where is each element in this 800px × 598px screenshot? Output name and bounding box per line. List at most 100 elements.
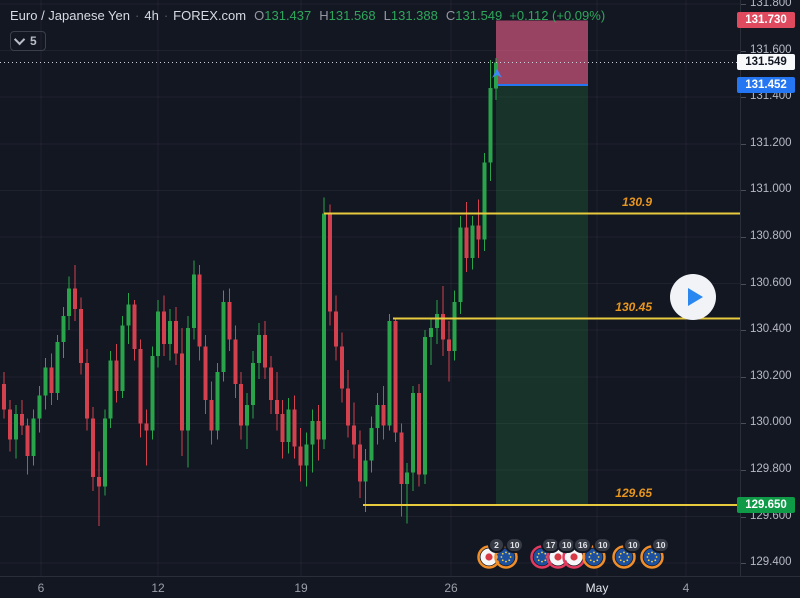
price-axis[interactable]: 131.800 131.600 131.400 131.200 131.000 130.8… [737,0,800,576]
position-target-zone[interactable] [496,85,588,505]
price-level-label: 130.45 [615,299,652,314]
candle-body [322,213,327,440]
price-tick-label: 130.400 [741,323,792,335]
candle-body [120,325,125,391]
candle-body [31,418,36,457]
candle-body [274,400,279,415]
candle-body [55,341,60,394]
candle-body [434,313,439,328]
eu-flag-star [505,551,507,554]
price-tick-label: 131.400 [741,90,792,102]
price-tick-label: 131.600 [741,44,792,56]
low-value: 131.388 [390,8,438,23]
eu-flag-icon [615,548,633,566]
event-count-badge: 10 [507,539,523,551]
exchange-label[interactable]: FOREX.com [173,8,247,23]
price-tick-label: 130.600 [741,277,792,289]
close-value: 131.549 [455,8,503,23]
eu-flag-star [544,559,547,562]
candle-body [280,414,285,443]
candle-body [268,367,273,401]
candle-body [185,327,190,431]
candle-body [73,288,78,310]
eu-flag-star [654,559,657,562]
time-tick-label: May [585,581,609,595]
eu-flag-star [619,552,622,555]
eu-flag-star [541,551,543,554]
candle-body [334,311,339,347]
position-stop-zone[interactable] [496,20,588,86]
price-tick-label: 129.400 [741,556,792,568]
candle-body [79,309,84,363]
candle-body [7,409,12,440]
candle-body [96,476,101,487]
candle-body [387,320,392,426]
eu-flag-star [537,559,540,562]
candle-body [227,302,232,340]
economic-event-icon-eu[interactable] [493,544,519,570]
eu-flag-star [589,559,592,562]
arrow-up-marker [492,68,502,78]
candle-body [19,414,24,426]
eu-flag-star [593,560,595,563]
open-value: 131.437 [264,8,312,23]
candle-body [25,425,30,457]
japan-flag-sun [570,553,578,561]
candle-body [251,362,256,405]
close-label: C [445,8,456,23]
candle-body [150,355,155,431]
importance-ring [640,545,664,569]
time-tick-label: 26 [444,581,458,595]
candle-body [411,393,416,473]
time-tick-label: 4 [682,581,690,595]
price-level-label: 129.65 [615,485,652,500]
replay-play-button[interactable] [670,274,716,320]
price-tick-label: 131.000 [741,183,792,195]
economic-event-icon-jp[interactable] [561,544,587,570]
economic-event-icon-eu[interactable] [611,544,637,570]
candle-body [351,425,356,445]
symbol-title[interactable]: Euro / Japanese Yen [10,8,130,23]
candle-body [156,311,161,356]
interval-label[interactable]: 4h [144,8,159,23]
stop-price-badge: 131.730 [737,12,795,29]
event-count-badge: 17 [543,539,559,551]
candle-body [286,409,291,443]
change-value: +0.112 (+0.09%) [509,8,606,23]
candle-body [340,346,345,389]
candle-body [61,316,66,342]
candle-body [440,313,445,340]
candle-body [2,383,6,410]
candle-body [67,288,72,317]
candle-body [417,393,422,475]
economic-event-icon-eu[interactable] [639,544,665,570]
candle-body [215,372,220,431]
eu-flag-star [655,556,658,558]
candle-body [138,348,143,424]
candle-body [482,162,487,240]
entry-price-badge: 131.452 [737,77,795,94]
hidden-indicators-count: 5 [30,34,37,48]
candle-body [304,444,309,466]
chart-plot-area[interactable]: 130.9 130.45 129.65 Euro / Japanese Yen · 4h… [0,0,740,576]
eu-flag-star [651,551,653,554]
economic-event-icon-eu[interactable] [581,544,607,570]
candle-body [494,62,499,89]
hidden-indicators-toggle[interactable]: 5 [10,31,46,51]
eu-flag-star [626,552,629,555]
candle-body [233,339,238,384]
target-price-badge: 129.650 [737,496,795,513]
candle-body [191,274,196,328]
high-label: H [319,8,329,23]
price-tick-label: 131.200 [741,137,792,149]
candle-body [168,320,173,345]
candle-body [256,334,261,363]
price-tick-label: 131.800 [741,0,792,9]
eu-flag-star [627,556,630,558]
candle-body [262,334,267,368]
candle-body [369,428,374,461]
time-axis[interactable]: 6 12 19 26 May 4 [0,576,800,598]
separator-dot: · [163,8,169,23]
candle-body [399,432,404,484]
candle-body [345,388,350,426]
